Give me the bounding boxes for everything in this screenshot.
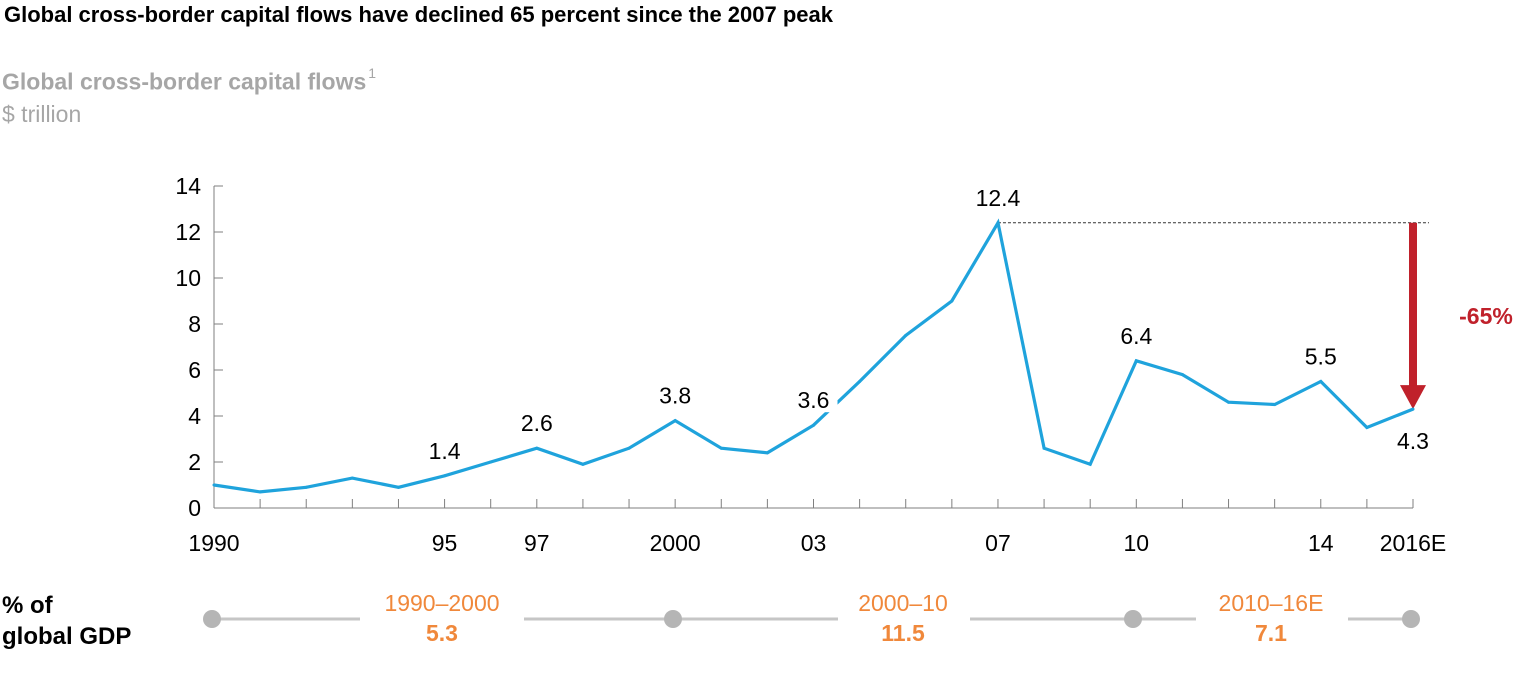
data-point	[489, 460, 493, 464]
gdp-row-label: % of global GDP	[2, 590, 131, 652]
data-label: 6.4	[1120, 323, 1152, 349]
period-value: 5.3	[426, 620, 458, 646]
data-point	[627, 446, 631, 450]
series-line	[213, 218, 1414, 494]
data-label: 3.8	[659, 383, 691, 409]
data-point	[904, 334, 908, 337]
timeline-dot	[664, 610, 682, 628]
y-tick-label: 0	[188, 495, 201, 521]
gdp-timeline	[203, 610, 1420, 628]
decline-arrow-head	[1400, 385, 1426, 410]
label-backdrop	[793, 386, 838, 413]
chart-title-text: Global cross-border capital flows	[2, 68, 367, 95]
y-tick-label: 6	[188, 357, 201, 383]
data-label: 5.5	[1305, 344, 1337, 370]
data-point	[304, 485, 308, 489]
y-tick-label: 2	[188, 449, 201, 475]
data-label: 1.4	[429, 438, 461, 464]
x-tick-label: 07	[985, 530, 1011, 556]
y-tick-label: 8	[188, 311, 201, 337]
y-tick-label: 12	[175, 219, 201, 245]
period-1990-2000: 1990–2000 5.3	[357, 588, 527, 648]
data-point	[812, 423, 815, 427]
data-point	[1088, 462, 1092, 466]
x-tick-label: 2016E	[1380, 530, 1447, 556]
timeline-dot	[203, 610, 221, 628]
x-tick-label: 97	[524, 530, 550, 556]
x-tick-label: 10	[1124, 530, 1150, 556]
period-value: 7.1	[1255, 620, 1287, 646]
series-layer	[212, 218, 1415, 494]
data-point	[581, 462, 585, 466]
data-labels: 1.4 2.6 3.8 3.6 12.4 6.4 5.5 4.3	[429, 185, 1429, 464]
chart-title: Global cross-border capital flows 1	[2, 65, 377, 96]
data-point	[1319, 380, 1323, 383]
period-label: 2000–10	[858, 590, 948, 616]
data-point	[258, 490, 262, 494]
data-label: 2.6	[521, 410, 553, 436]
x-tick-label: 1990	[188, 530, 239, 556]
y-tick-label: 14	[175, 173, 201, 199]
data-point	[1411, 407, 1415, 411]
headline: Global cross-border capital flows have d…	[4, 2, 833, 27]
data-point	[350, 476, 354, 480]
y-tick-label: 4	[188, 403, 201, 429]
data-point	[1042, 446, 1046, 450]
period-label: 2010–16E	[1218, 590, 1324, 616]
data-point	[1365, 426, 1369, 429]
data-label: 12.4	[976, 185, 1021, 211]
decline-percent-label: -65%	[1459, 303, 1513, 329]
period-2010-16e: 2010–16E 7.1	[1186, 588, 1356, 648]
x-tick-label: 95	[432, 530, 458, 556]
data-label: 4.3	[1397, 428, 1429, 454]
data-point	[535, 446, 539, 450]
data-point	[996, 221, 1000, 225]
data-point	[1227, 400, 1231, 404]
timeline-dot	[1402, 610, 1420, 628]
data-point	[765, 451, 769, 455]
unit-label: $ trillion	[2, 101, 82, 127]
data-point	[1273, 403, 1277, 406]
y-tick-label: 10	[175, 265, 201, 291]
data-point	[673, 419, 677, 423]
data-label: 3.6	[798, 387, 830, 413]
x-tick-label: 14	[1308, 530, 1334, 556]
timeline-dot	[1124, 610, 1142, 628]
data-point	[950, 299, 954, 303]
footnote-marker: 1	[368, 65, 377, 81]
data-point	[1134, 359, 1138, 363]
period-2000-10: 2000–10 11.5	[818, 588, 988, 648]
data-point	[858, 380, 862, 383]
data-point	[396, 485, 400, 489]
data-point	[212, 483, 216, 487]
x-tick-label: 2000	[650, 530, 701, 556]
data-point	[443, 474, 447, 478]
x-tick-label: 03	[801, 530, 827, 556]
axes: 0 2 4 6 8 10 12 14 1990 95 97 2000 03 07 10 14 2016E	[175, 173, 1446, 556]
peak-reference: -65%	[997, 222, 1513, 410]
period-value: 11.5	[881, 620, 925, 646]
data-point	[1180, 373, 1184, 377]
gdp-label-line1: % of	[2, 592, 53, 619]
data-point	[719, 446, 723, 450]
period-label: 1990–2000	[384, 590, 500, 616]
gdp-label-line2: global GDP	[2, 623, 132, 650]
